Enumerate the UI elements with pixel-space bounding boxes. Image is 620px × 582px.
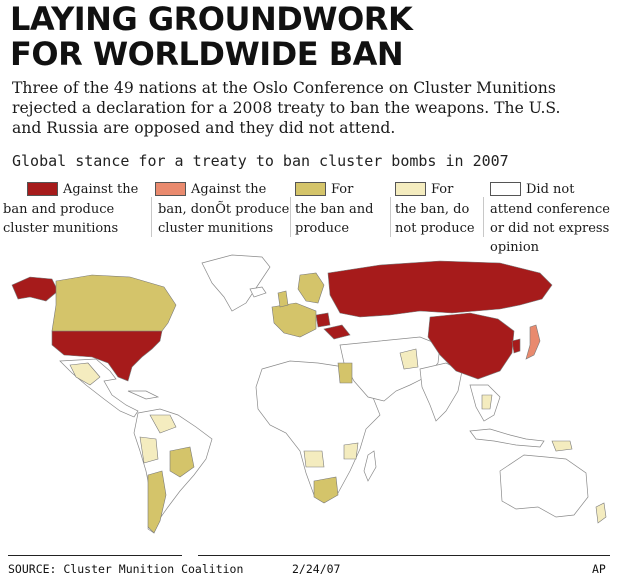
legend-label: cluster munitions	[158, 221, 274, 236]
agency-credit: AP	[592, 562, 606, 576]
russia	[327, 260, 553, 318]
legend-divider	[151, 197, 152, 237]
middle-east-state	[399, 348, 419, 370]
western-europe	[271, 302, 317, 338]
greenland	[201, 254, 271, 312]
land-against-produce	[11, 260, 553, 382]
headline-line-1: LAYING GROUNDWORK	[10, 0, 413, 38]
legend-divider	[290, 197, 291, 237]
india	[419, 362, 463, 422]
legend-label: cluster munitions	[3, 221, 119, 236]
japan	[525, 324, 541, 360]
iceland	[249, 286, 267, 298]
legend-divider	[390, 197, 391, 237]
brazil-south	[169, 446, 195, 478]
legend-label: Against the	[191, 182, 267, 197]
legend-swatch-did-not-attend	[490, 182, 521, 196]
uk	[277, 290, 289, 308]
headline: LAYING GROUNDWORK FOR WORLDWIDE BAN	[10, 0, 413, 73]
southeast-asia-state	[481, 394, 493, 410]
legend-label: the ban, do	[395, 202, 470, 217]
central-africa	[303, 450, 325, 468]
legend-label: attend conference	[490, 202, 610, 217]
mexico-region	[69, 362, 101, 386]
korea	[511, 338, 521, 354]
south-america-north	[149, 414, 177, 434]
intro-line-3: and Russia are opposed and they did not …	[12, 119, 396, 137]
legend-label: Against the	[63, 182, 139, 197]
scandinavia	[297, 272, 325, 304]
intro-line-1: Three of the 49 nations at the Oslo Conf…	[12, 79, 556, 97]
egypt	[337, 362, 353, 384]
usa	[51, 330, 163, 382]
indonesia	[469, 428, 545, 448]
source-rule-right	[198, 555, 610, 556]
china	[427, 312, 515, 380]
australia	[499, 454, 589, 518]
png	[551, 440, 573, 452]
intro-line-2: rejected a declaration for a 2008 treaty…	[12, 99, 561, 117]
legend-title: Global stance for a treaty to ban cluste…	[12, 152, 509, 170]
world-map	[11, 254, 607, 534]
ukraine	[323, 324, 351, 340]
south-africa	[313, 476, 339, 504]
east-africa	[343, 442, 359, 460]
land-for-not-produce	[69, 348, 607, 524]
legend-divider	[483, 197, 484, 237]
legend-swatch-against-not-produce	[155, 182, 186, 196]
legend-label: or did not express	[490, 221, 610, 236]
headline-line-2: FOR WORLDWIDE BAN	[10, 35, 404, 73]
legend-swatch-against-produce	[27, 182, 58, 196]
source-credit: SOURCE: Cluster Munition Coalition	[8, 562, 244, 576]
legend-label: opinion	[490, 240, 540, 255]
source-rule-left	[8, 555, 182, 556]
land-against-not-produce	[525, 324, 541, 360]
intro-text: Three of the 49 nations at the Oslo Conf…	[12, 78, 618, 138]
argentina	[147, 470, 167, 534]
new-zealand	[595, 502, 607, 524]
legend-label: produce	[295, 221, 350, 236]
canada	[51, 274, 177, 332]
legend-swatch-for-produce	[295, 182, 326, 196]
legend-label: the ban and	[295, 202, 374, 217]
legend-label: ban, donÕt produce	[158, 202, 290, 217]
legend-label: Did not	[526, 182, 575, 197]
madagascar	[363, 450, 377, 482]
legend-label: not produce	[395, 221, 475, 236]
belarus-poland	[315, 312, 331, 328]
caribbean	[127, 390, 160, 400]
legend-swatch-for-not-produce	[395, 182, 426, 196]
peru-bolivia	[139, 436, 159, 464]
graphic-date: 2/24/07	[292, 562, 341, 576]
legend-label: For	[431, 182, 454, 197]
land-for-produce	[51, 272, 353, 534]
legend-label: ban and produce	[3, 202, 115, 217]
legend-label: For	[331, 182, 354, 197]
alaska	[11, 276, 59, 302]
